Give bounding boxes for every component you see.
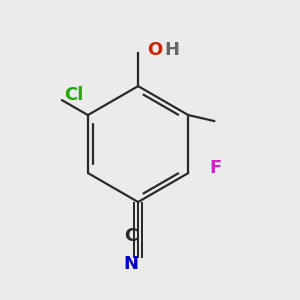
Text: Cl: Cl bbox=[64, 86, 84, 104]
Text: N: N bbox=[123, 255, 138, 273]
Text: F: F bbox=[209, 159, 221, 177]
Text: C: C bbox=[124, 227, 137, 245]
Text: H: H bbox=[165, 41, 180, 59]
Text: O: O bbox=[147, 41, 162, 59]
